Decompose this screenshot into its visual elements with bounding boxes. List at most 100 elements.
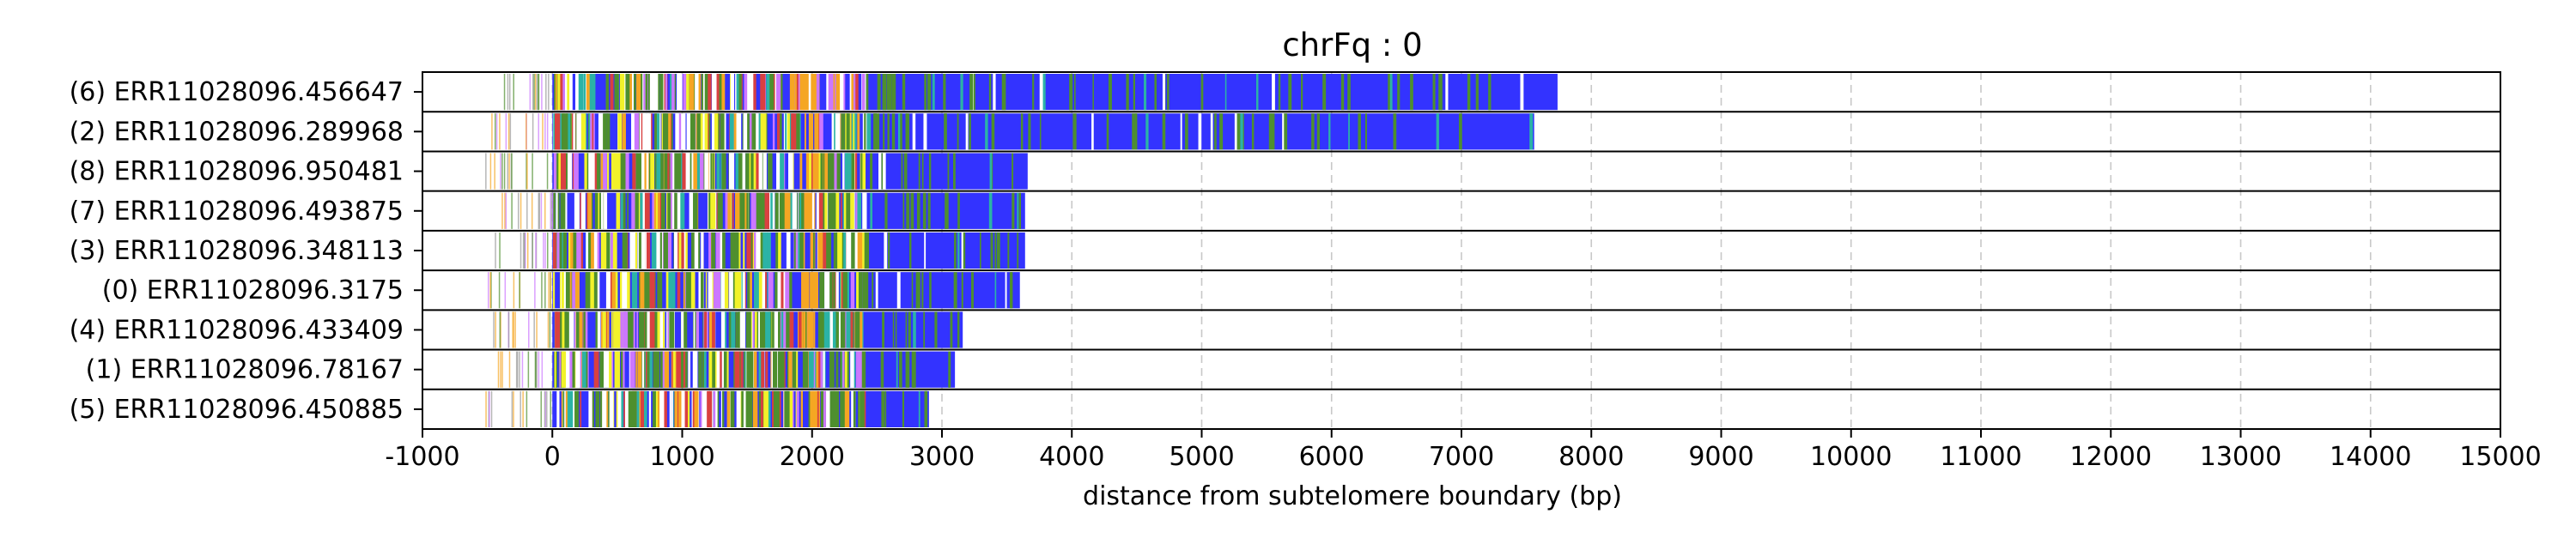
variant-mark [683,390,689,427]
variant-mark [736,74,741,111]
variant-mark [562,272,564,309]
variant-mark [747,390,753,427]
variant-mark [572,272,575,309]
variant-mark [794,74,797,111]
variant-mark [991,113,995,150]
variant-mark [592,232,598,269]
variant-mark [726,390,731,427]
variant-mark [1388,74,1391,111]
variant-mark [597,311,601,348]
variant-mark [773,351,778,388]
variant-mark [840,351,842,388]
variant-mark [658,192,660,229]
variant-mark [844,390,850,427]
variant-mark [738,153,743,190]
variant-mark [769,74,775,111]
variant-mark [833,232,839,269]
variant-mark [856,311,861,348]
pre-boundary-mark [541,74,543,111]
variant-mark [884,74,887,111]
variant-mark [722,351,727,388]
variant-mark [808,192,812,229]
variant-mark [610,74,614,111]
pre-boundary-mark [540,390,542,427]
variant-mark [924,390,928,427]
variant-mark [777,351,781,388]
variant-mark [662,351,665,388]
variant-mark [805,272,809,309]
variant-mark [762,232,768,269]
pre-boundary-mark [547,311,550,348]
variant-mark [732,192,734,229]
variant-mark [754,74,756,111]
variant-mark [835,74,841,111]
variant-mark [624,390,629,427]
variant-mark [1042,74,1046,111]
variant-mark [606,311,610,348]
variant-mark [698,351,702,388]
variant-mark [716,351,720,388]
variant-mark [787,113,790,150]
variant-mark [574,272,580,309]
variant-mark [600,311,604,348]
variant-mark [692,192,698,229]
variant-mark [759,113,762,150]
variant-mark [708,272,713,309]
variant-mark [561,351,567,388]
variant-mark [957,311,960,348]
variant-mark [775,192,779,229]
variant-mark [860,351,866,388]
variant-mark [653,351,658,388]
variant-mark [1007,232,1010,269]
variant-mark [888,74,892,111]
variant-mark [1445,74,1449,111]
variant-mark [840,390,846,427]
variant-mark [640,311,645,348]
variant-mark [663,232,668,269]
variant-mark [842,351,847,388]
pre-boundary-mark [524,232,526,269]
pre-boundary-mark [511,192,513,229]
variant-mark [828,192,832,229]
variant-mark [880,351,884,388]
variant-mark [895,311,897,348]
variant-mark [699,272,702,309]
variant-mark [1389,74,1393,111]
variant-mark [775,272,781,309]
variant-mark [605,272,611,309]
pre-boundary-mark [544,390,546,427]
read-label-8: (5) ERR11028096.450885 [70,395,404,425]
variant-mark [775,74,781,111]
pre-boundary-mark [538,351,540,388]
variant-mark [842,272,847,309]
variant-mark [556,74,559,111]
pre-boundary-mark [499,311,501,348]
pre-boundary-mark [503,74,506,111]
variant-mark [756,192,761,229]
variant-mark [787,272,793,309]
read-track-2 [422,153,2500,192]
variant-mark [988,192,993,229]
variant-mark [712,153,714,190]
variant-mark [818,153,823,190]
variant-mark [842,153,845,190]
variant-mark [952,153,956,190]
variant-mark [1397,74,1400,111]
variant-mark [750,192,754,229]
variant-mark [1436,113,1439,150]
variant-mark [772,113,775,150]
variant-mark [721,74,726,111]
variant-mark [696,153,701,190]
variant-mark [614,74,619,111]
variant-mark [676,153,681,190]
variant-mark [658,272,663,309]
variant-mark [635,351,637,388]
variant-mark [672,351,676,388]
variant-mark [820,351,823,388]
pre-boundary-mark [515,351,518,388]
variant-mark [597,192,600,229]
variant-mark [850,272,855,309]
pre-boundary-mark [532,232,533,269]
variant-mark [711,113,714,150]
variant-mark [770,351,773,388]
